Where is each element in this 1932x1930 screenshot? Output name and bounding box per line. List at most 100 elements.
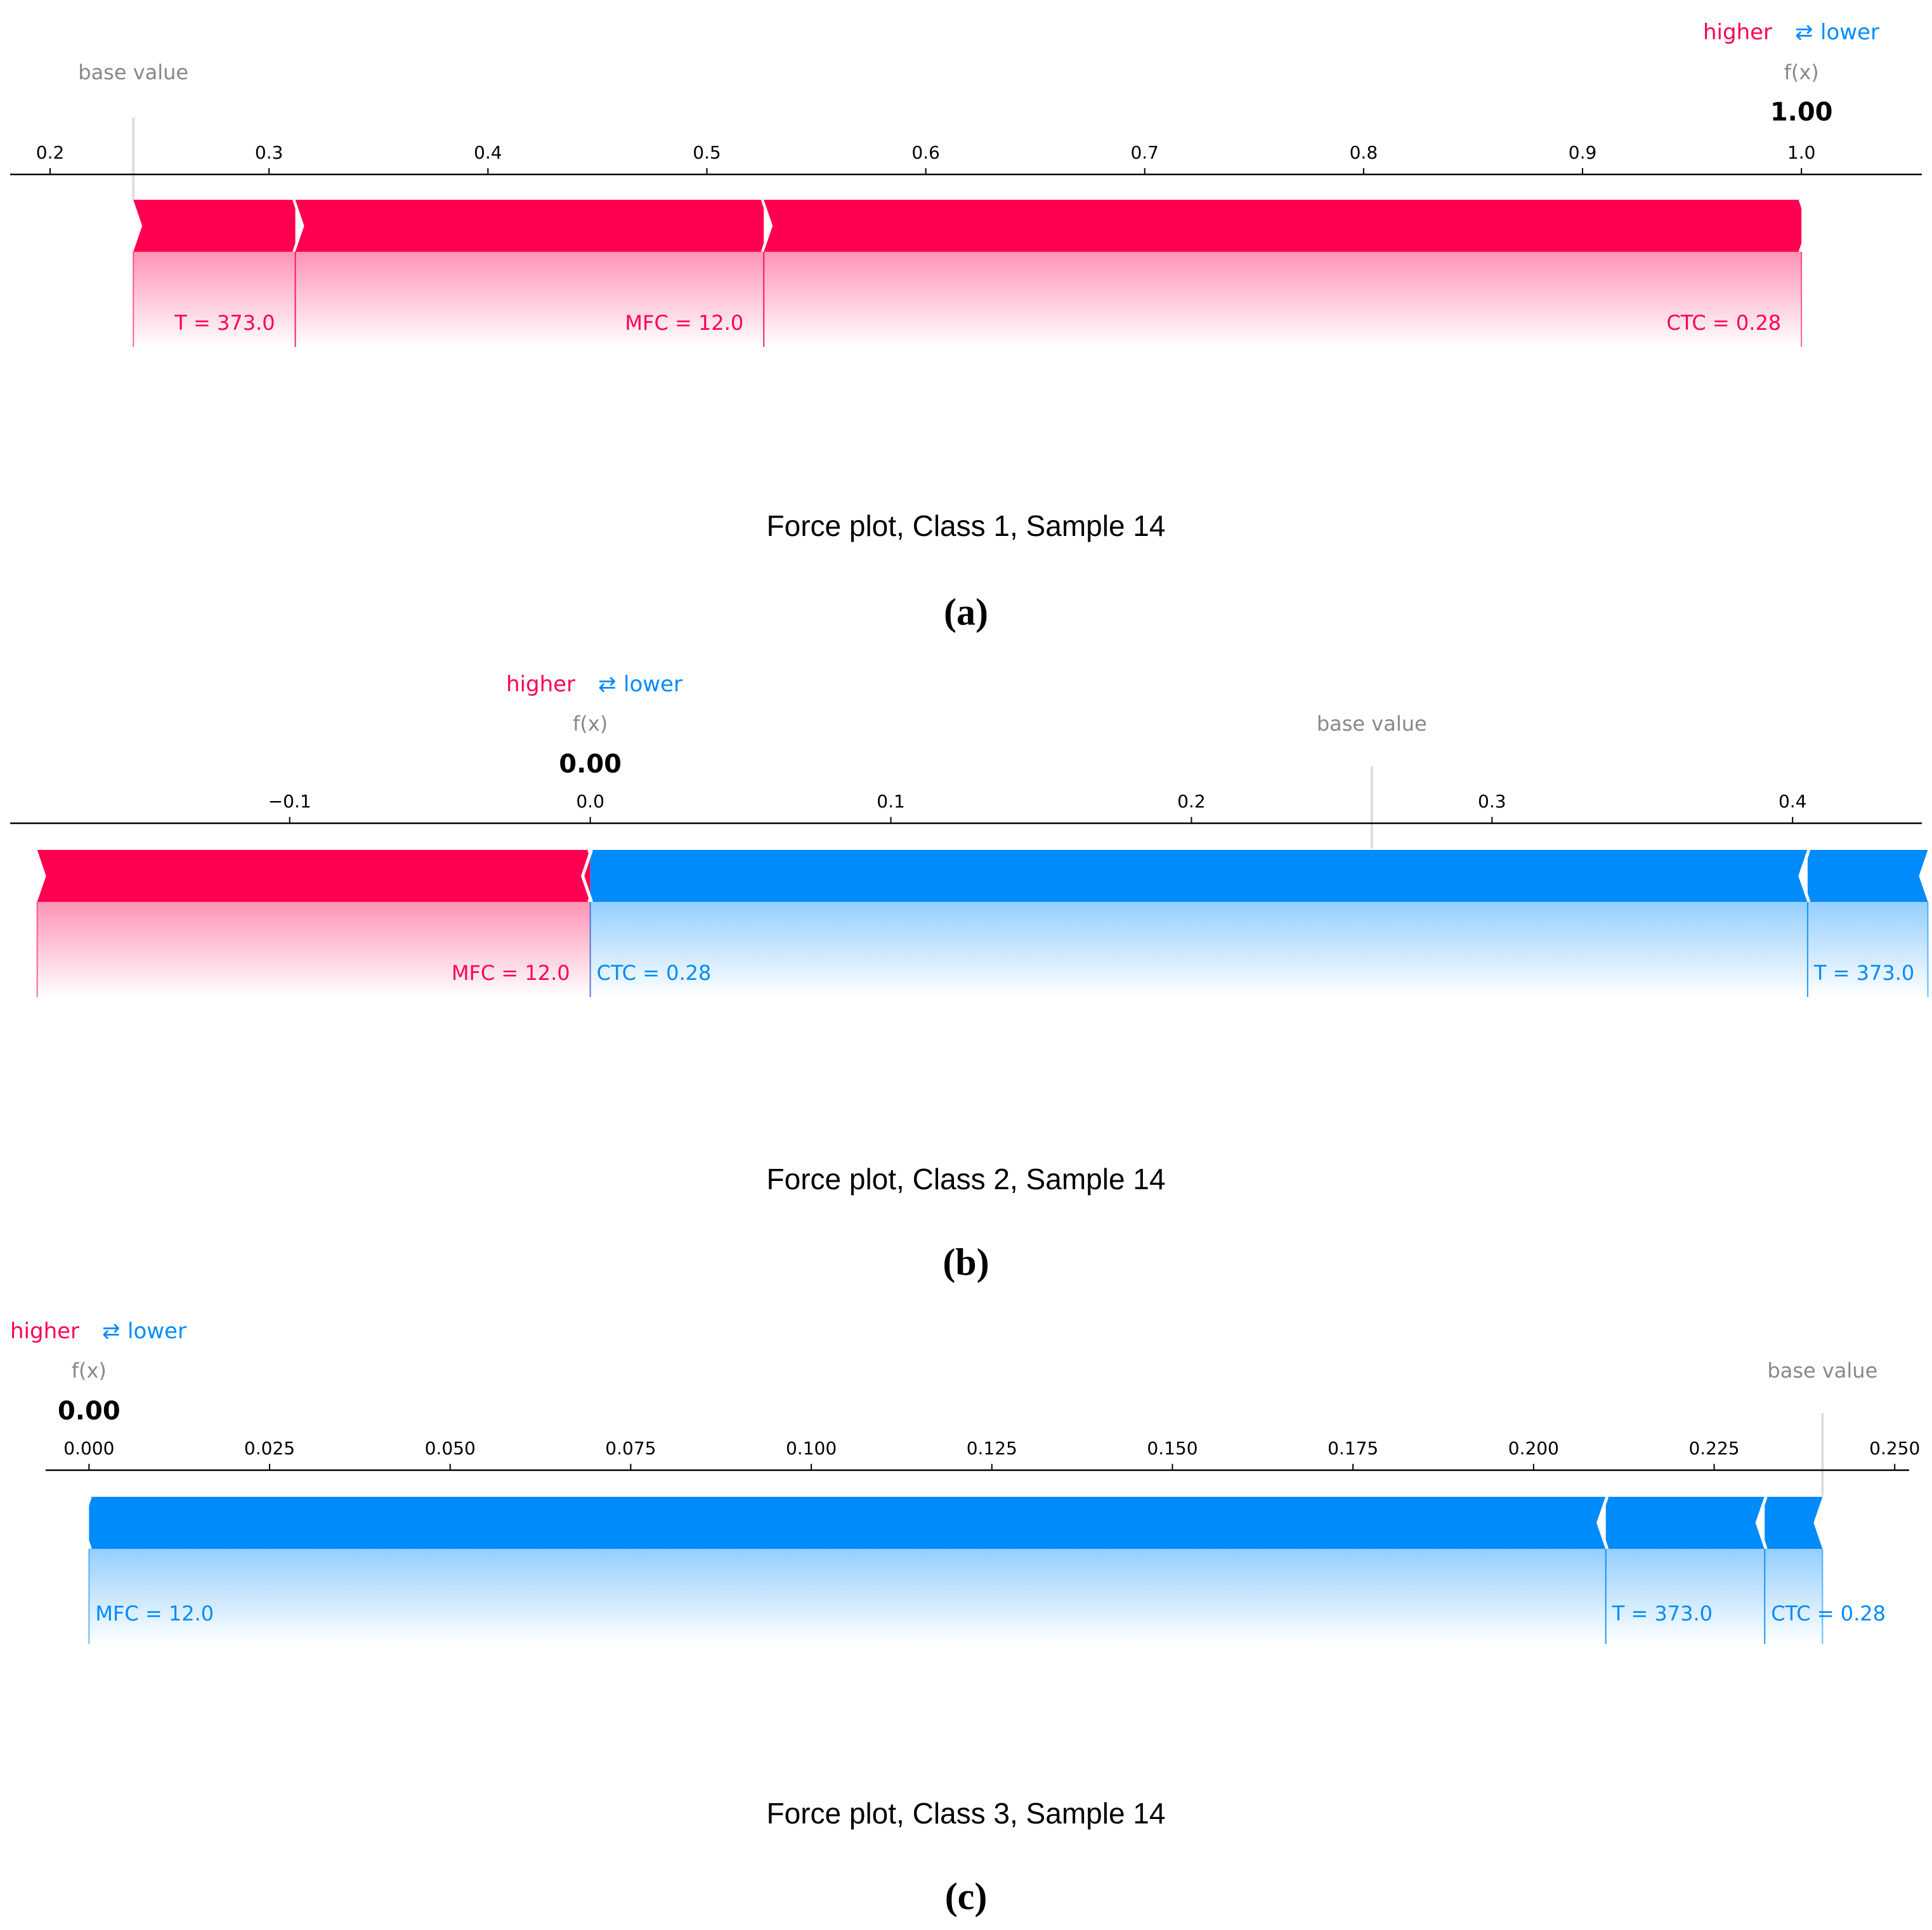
feature-gradient <box>89 1549 1606 1644</box>
feature-bar <box>590 850 1808 902</box>
feature-chevron <box>580 849 593 903</box>
x-tick-label: 0.200 <box>1508 1438 1559 1459</box>
fx-label: f(x) <box>72 1359 107 1383</box>
feature-chevron <box>79 1496 92 1549</box>
x-tick-label: 0.4 <box>474 142 502 163</box>
feature-label: T = 373.0 <box>1612 1601 1713 1626</box>
panel-letter: (b) <box>943 1241 989 1283</box>
x-tick-label: 0.6 <box>911 142 940 163</box>
legend: higher ⇄ lower <box>1703 20 1879 45</box>
feature-gradient <box>295 252 764 347</box>
legend-lower-label: lower <box>127 1319 186 1344</box>
legend: higher ⇄ lower <box>10 1319 186 1344</box>
feature-label: CTC = 0.28 <box>1771 1601 1886 1626</box>
force-plot-panel-b: higher ⇄ lower base value f(x) 0.00 −0.1 0.0 0.1… <box>10 672 1929 1283</box>
x-tick-label: 0.9 <box>1569 142 1597 163</box>
feature-segment: T = 373.0 <box>1596 1496 1766 1644</box>
x-tick-label: 0.0 <box>576 791 604 812</box>
feature-bar <box>1605 1497 1765 1549</box>
fx-value: 1.00 <box>1770 98 1833 127</box>
legend-higher-label: higher <box>10 1319 79 1344</box>
x-tick-label: 0.8 <box>1350 142 1378 163</box>
x-tick-label: 0.025 <box>244 1438 295 1459</box>
legend: higher ⇄ lower <box>506 672 682 697</box>
feature-bar <box>37 850 591 902</box>
feature-chevron <box>1596 1496 1609 1549</box>
x-tick-label: 0.100 <box>786 1438 837 1459</box>
feature-chevron <box>760 199 773 252</box>
feature-label: CTC = 0.28 <box>597 961 712 985</box>
fx-value: 0.00 <box>559 750 622 779</box>
x-tick-label: 0.000 <box>63 1438 114 1459</box>
legend-higher-label: higher <box>1703 20 1772 45</box>
feature-chevron <box>1798 199 1811 252</box>
feature-segment: T = 373.0 <box>133 199 305 347</box>
x-tick-label: 0.3 <box>255 142 284 163</box>
base-value-label: base value <box>78 60 188 84</box>
legend-arrow-icon: ⇄ <box>598 672 617 697</box>
x-tick-label: 0.225 <box>1688 1438 1739 1459</box>
feature-bar <box>295 200 764 252</box>
x-tick-label: 0.3 <box>1478 791 1506 812</box>
x-tick-label: 0.4 <box>1779 791 1807 812</box>
plot-title: Force plot, Class 2, Sample 14 <box>767 1163 1166 1196</box>
feature-bar <box>133 200 296 252</box>
fx-label: f(x) <box>573 712 608 736</box>
feature-segment: T = 373.0 <box>1798 849 1929 997</box>
feature-label: CTC = 0.28 <box>1666 311 1781 335</box>
legend-arrow-icon: ⇄ <box>1795 20 1813 45</box>
feature-gradient <box>764 252 1802 347</box>
panel-letter: (a) <box>944 591 988 633</box>
plot-title: Force plot, Class 1, Sample 14 <box>767 509 1166 542</box>
feature-segment: MFC = 12.0 <box>294 199 773 347</box>
x-tick-label: 0.250 <box>1869 1438 1920 1459</box>
feature-gradient <box>37 902 591 997</box>
feature-segment: CTC = 0.28 <box>763 199 1811 347</box>
feature-gradient <box>1807 902 1928 997</box>
fx-value: 0.00 <box>58 1397 121 1426</box>
feature-bar <box>1765 1497 1823 1549</box>
feature-chevron <box>292 199 305 252</box>
feature-gradient <box>133 252 296 347</box>
feature-chevron <box>1755 1496 1768 1549</box>
x-tick-label: 0.075 <box>605 1438 656 1459</box>
base-value-label: base value <box>1767 1359 1877 1383</box>
feature-label: MFC = 12.0 <box>452 961 570 985</box>
panel-letter: (c) <box>945 1875 988 1917</box>
feature-segment: CTC = 0.28 <box>580 849 1808 997</box>
base-value-label: base value <box>1317 712 1427 736</box>
feature-bar <box>1807 850 1928 902</box>
feature-label: MFC = 12.0 <box>625 311 743 335</box>
x-tick-label: 0.2 <box>36 142 65 163</box>
fx-label: f(x) <box>1784 60 1819 84</box>
feature-segment: MFC = 12.0 <box>79 1496 1607 1644</box>
x-tick-label: 0.150 <box>1147 1438 1198 1459</box>
x-tick-label: −0.1 <box>268 791 311 812</box>
x-tick-label: 0.1 <box>877 791 905 812</box>
feature-segment: MFC = 12.0 <box>36 849 600 997</box>
x-tick-label: 0.125 <box>967 1438 1017 1459</box>
force-plot-panel-c: higher ⇄ lower base value f(x) 0.00 0.000 0.025… <box>10 1319 1920 1917</box>
x-tick-label: 0.5 <box>693 142 721 163</box>
legend-arrow-icon: ⇄ <box>102 1319 121 1344</box>
feature-gradient <box>1765 1549 1823 1644</box>
feature-chevron <box>1798 849 1811 903</box>
legend-higher-label: higher <box>506 672 575 697</box>
feature-gradient <box>1605 1549 1765 1644</box>
feature-gradient <box>590 902 1808 997</box>
feature-segment: CTC = 0.28 <box>1755 1496 1886 1644</box>
x-tick-label: 0.050 <box>425 1438 476 1459</box>
force-plot-panel-a: higher ⇄ lower base value f(x) 1.00 0.2 0.3 0.4 0… <box>10 20 1922 633</box>
legend-lower-label: lower <box>1820 20 1879 45</box>
legend-lower-label: lower <box>623 672 682 697</box>
x-tick-label: 0.2 <box>1177 791 1206 812</box>
feature-bar <box>89 1497 1606 1549</box>
feature-label: MFC = 12.0 <box>95 1601 214 1626</box>
x-tick-label: 0.7 <box>1130 142 1159 163</box>
x-tick-label: 0.175 <box>1328 1438 1378 1459</box>
feature-label: T = 373.0 <box>174 311 275 335</box>
plot-title: Force plot, Class 3, Sample 14 <box>767 1797 1166 1830</box>
feature-label: T = 373.0 <box>1813 961 1914 985</box>
feature-bar <box>764 200 1802 252</box>
